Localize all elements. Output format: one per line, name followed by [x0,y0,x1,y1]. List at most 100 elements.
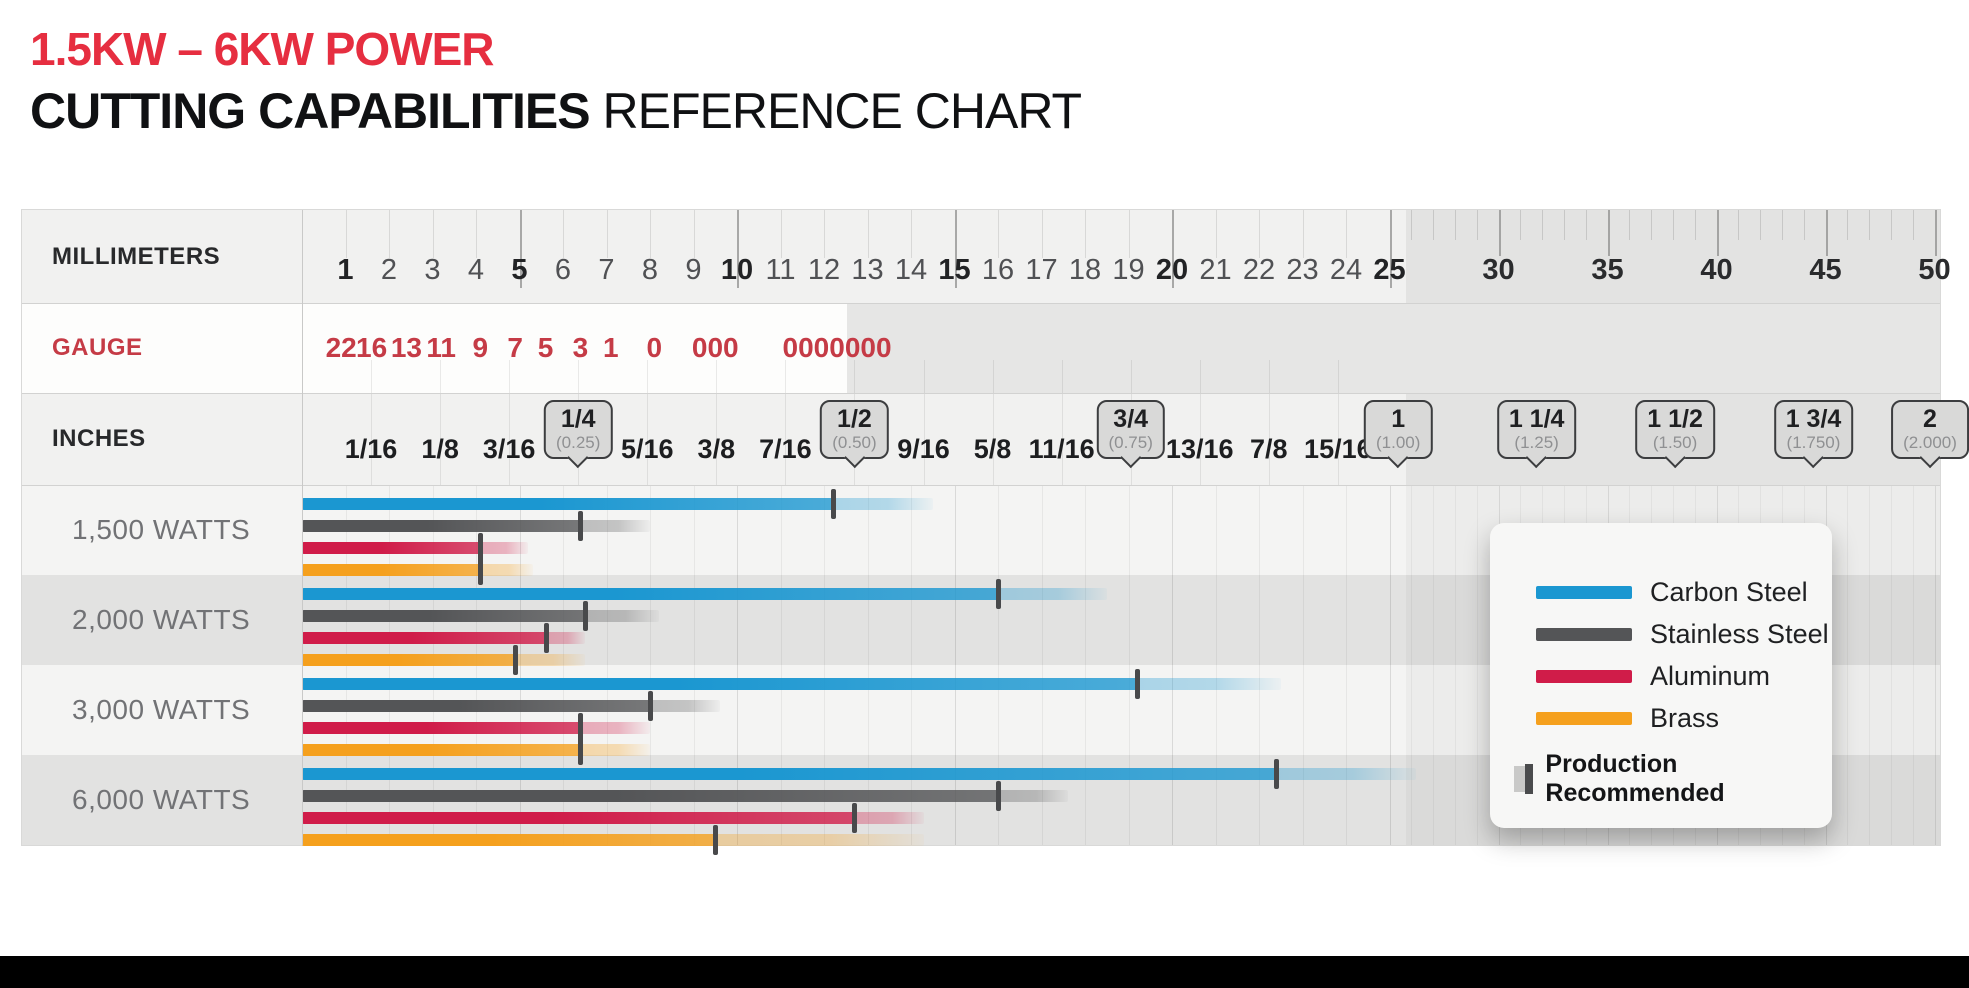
mm-gridline [1411,485,1413,845]
mm-header-tick [1563,210,1565,240]
capability-bar-max-aluminum [480,542,529,554]
capability-bar-solid-carbon-steel [302,498,833,510]
mm-tick-label: 19 [1112,254,1145,286]
bottom-black-bar [0,956,1969,988]
mm-tick-label: 13 [851,254,884,286]
mm-gridline [780,485,782,845]
aluminum-swatch [1536,669,1632,683]
mm-header-tick [1651,210,1653,240]
mm-tick-label: 5 [511,254,528,286]
mm-gridline [1215,485,1217,845]
inch-gridline [1061,360,1063,485]
mm-header-tick [1128,210,1130,258]
row-separator [22,303,1940,304]
capability-bar-solid-aluminum [302,722,581,734]
capability-bar-solid-aluminum [302,812,855,824]
legend-item-aluminum: Aluminum [1490,655,1832,697]
inch-tick-label: 1/8 [421,434,459,464]
mm-header-tick [389,210,390,258]
production-recommended-tick [578,735,584,765]
mm-tick-label: 15 [938,254,971,286]
mm-header-tick [1738,210,1740,240]
legend-label: Brass [1650,702,1720,733]
inch-gridline [1337,360,1339,485]
mm-header-tick [1520,210,1522,240]
inch-tick-label: 15/16 [1304,434,1372,464]
mm-tick-label: 6 [554,254,572,286]
legend-card: Carbon Steel Stainless Steel Aluminum Br… [1490,523,1832,828]
production-recommended-tick [830,489,836,519]
inch-callout-value: 1/4 [560,405,596,433]
mm-header-tick [1585,210,1587,240]
gauge-tick-label: 5 [537,332,554,363]
mm-gridline [1433,485,1435,845]
mm-tick-label: 2 [380,254,398,286]
mm-header-tick [1476,210,1478,240]
title-block: 1.5KW – 6KW POWER CUTTING CAPABILITIES R… [30,22,1083,140]
legend-item-brass: Brass [1490,697,1832,739]
capability-bar-max-carbon-steel [998,588,1107,600]
inch-callout-decimal: (0.75) [1108,433,1153,452]
capability-bar-max-stainless-steel [580,520,650,532]
row-label-1500-watts: 1,500 WATTS [72,514,251,545]
mm-header-tick [693,210,695,258]
row-label-3000-watts: 3,000 WATTS [72,694,251,725]
mm-header-tick [1041,210,1043,258]
inch-gridline [371,360,373,485]
mm-header-tick [1781,210,1783,240]
mm-header-tick [1694,210,1696,240]
capability-bar-solid-stainless-steel [302,790,998,802]
inch-tick-label: 7/16 [759,434,812,464]
inch-gridline [509,360,511,485]
production-recommended-tick [478,533,484,563]
mm-header-tick [345,210,347,258]
mm-tick-label: 14 [894,254,928,286]
mm-header-tick [432,210,434,258]
stainless-steel-swatch [1536,627,1632,641]
inch-callout-decimal: (0.50) [832,433,877,452]
mm-tick-label: 4 [467,254,485,286]
mm-header-tick [1934,210,1937,256]
inch-tick-label: 3/8 [697,434,736,464]
carbon-steel-swatch [1536,585,1632,599]
mm-header-tick [1890,210,1892,240]
legend-item-production-recommended: Production Recommended [1490,750,1832,807]
production-recommended-tick [852,803,858,833]
capability-bar-max-stainless-steel [650,700,720,712]
page-title-rest: REFERENCE CHART [589,83,1083,139]
capability-bar-max-aluminum [854,812,925,824]
inch-gridline [992,360,994,485]
gauge-axis-label: GAUGE [52,334,143,361]
mm-tick-label: 23 [1286,254,1319,286]
row-label-2000-watts: 2,000 WATTS [72,604,251,635]
mm-header-tick [1346,210,1347,258]
mm-header-tick [954,210,957,288]
mm-header-tick [1542,210,1544,240]
production-recommended-tick [1135,669,1141,699]
inch-gridline [923,360,925,485]
mm-gridline [1890,485,1892,845]
production-recommended-tick [713,825,719,855]
capability-bar-solid-aluminum [302,632,546,644]
mm-header-tick [476,210,477,258]
capability-bar-solid-carbon-steel [302,678,1138,690]
mm-gridline [824,485,825,845]
mm-gridline [1869,485,1871,845]
capability-bar-max-carbon-steel [1137,678,1281,690]
inch-tick-label: 1/16 [344,434,398,464]
mm-header-tick [1803,210,1805,240]
mm-gridline [867,485,869,845]
mm-header-tick [1215,210,1217,258]
production-recommended-tick [478,555,484,585]
capability-bar-solid-stainless-steel [302,520,581,532]
inch-callout-value: 1 [1391,405,1406,433]
mm-tick-label: 21 [1199,254,1232,286]
inch-callout-value: 3/4 [1113,405,1149,433]
inch-callout-value: 2 [1923,405,1937,433]
cutting-capabilities-chart: MILLIMETERS GAUGE INCHES 1,500 WATTS 2,0… [21,209,1969,855]
mm-header-gray-zone [1406,210,1940,303]
brass-swatch [1536,711,1632,725]
gauge-tick-label: 11 [426,332,456,363]
inch-callout-decimal: (1.50) [1652,433,1698,452]
mm-gridline [1128,485,1130,845]
